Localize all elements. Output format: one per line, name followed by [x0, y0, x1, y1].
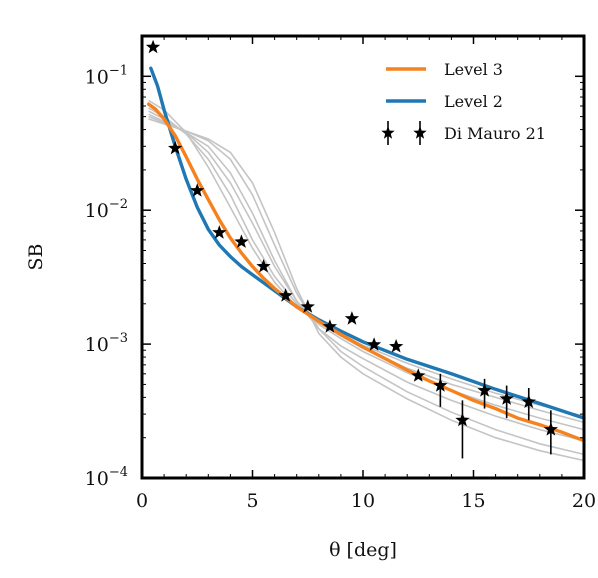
legend-star-marker: [381, 126, 395, 139]
legend-star-marker: [413, 126, 427, 139]
data-point: [543, 422, 558, 436]
axis-ticks: 0 5 10 15 20 10−1 10−2 10−3 10−4: [85, 35, 596, 512]
data-point: [278, 288, 293, 302]
data-points: [145, 39, 558, 459]
x-tick-label: 20: [572, 490, 596, 512]
grey-curve-4: [148, 113, 585, 442]
data-point: [521, 394, 536, 408]
y-tick-label: 10−2: [85, 197, 128, 222]
grey-curve-6: [148, 118, 585, 462]
series-line-level-2: [149, 66, 586, 420]
y-tick-label: 10−1: [85, 63, 128, 88]
legend-label-level-3: Level 3: [444, 60, 503, 79]
legend: Level 3 Level 2 Di Mauro 21: [381, 60, 546, 145]
legend-label-level-2: Level 2: [444, 92, 503, 111]
data-point: [145, 39, 161, 54]
data-point: [499, 391, 514, 405]
legend-label-di-mauro-21: Di Mauro 21: [444, 124, 546, 143]
data-point: [411, 368, 426, 382]
data-point: [366, 337, 382, 351]
data-point: [212, 225, 227, 239]
data-point: [322, 319, 337, 333]
grey-curve-3: [148, 110, 585, 431]
data-point: [455, 412, 470, 427]
model-curves: [146, 66, 586, 443]
y-tick-label: 10−3: [85, 331, 128, 356]
data-point: [234, 234, 249, 248]
data-point: [256, 259, 271, 273]
x-tick-label: 10: [351, 490, 375, 512]
y-axis-label: SB: [25, 244, 47, 271]
x-tick-label: 5: [246, 490, 258, 512]
data-point: [433, 378, 448, 392]
data-point: [344, 311, 360, 325]
data-point: [168, 140, 183, 155]
data-point: [389, 339, 404, 353]
series-line-level-3: [146, 102, 586, 443]
x-tick-label: 15: [461, 490, 485, 512]
data-point: [190, 183, 205, 197]
x-axis-label: θ [deg]: [329, 539, 397, 561]
y-tick-label: 10−4: [85, 465, 128, 490]
data-point: [300, 299, 315, 313]
x-tick-label: 0: [136, 490, 148, 512]
model-curves-grey: [148, 99, 585, 462]
data-point: [477, 383, 492, 397]
